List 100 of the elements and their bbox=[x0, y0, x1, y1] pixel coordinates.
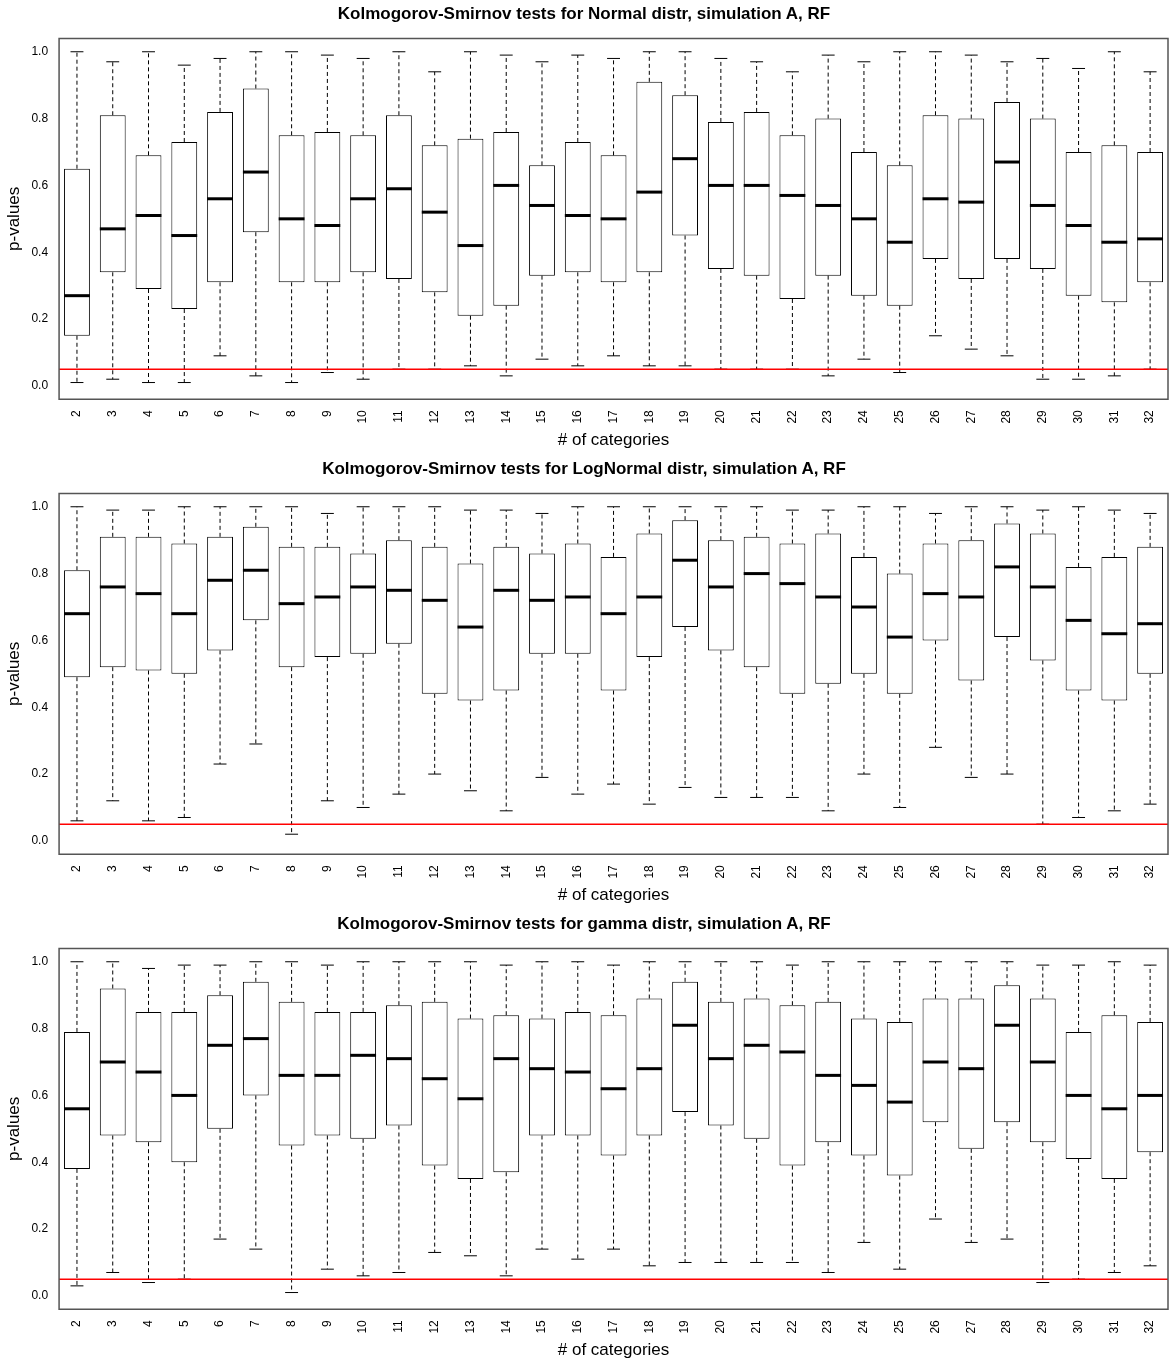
x-tick-label: 25 bbox=[892, 409, 907, 424]
x-tick-label: 16 bbox=[570, 864, 585, 879]
x-tick-label: 7 bbox=[248, 409, 263, 417]
y-tick-label: 0.2 bbox=[31, 1221, 49, 1236]
y-axis-title: p-values bbox=[3, 1096, 23, 1161]
x-tick-label: 5 bbox=[176, 409, 191, 417]
x-tick-label: 16 bbox=[570, 409, 585, 424]
x-tick-label: 10 bbox=[355, 409, 370, 424]
x-tick-label: 20 bbox=[713, 409, 728, 424]
x-tick-label: 6 bbox=[212, 864, 227, 872]
x-tick-label: 2 bbox=[69, 1319, 84, 1327]
x-tick-label: 2 bbox=[69, 864, 84, 872]
y-tick-label: 0.2 bbox=[31, 766, 49, 781]
x-tick-label: 31 bbox=[1106, 864, 1121, 879]
x-tick-label: 4 bbox=[140, 864, 155, 872]
x-axis-title: # of categories bbox=[557, 885, 670, 905]
y-tick-label: 0.0 bbox=[31, 1288, 49, 1303]
x-tick-label: 18 bbox=[641, 409, 656, 424]
y-axis-title: p-values bbox=[3, 641, 23, 706]
y-tick-label: 1.0 bbox=[31, 954, 49, 969]
x-tick-label: 8 bbox=[283, 409, 298, 417]
x-tick-label: 22 bbox=[784, 409, 799, 424]
x-tick-label: 19 bbox=[677, 1319, 692, 1334]
x-tick-label: 27 bbox=[963, 409, 978, 424]
chart-title: Kolmogorov-Smirnov tests for LogNormal distr, simulation A, RF bbox=[322, 458, 846, 478]
x-tick-label: 29 bbox=[1035, 1319, 1050, 1334]
x-tick-label: 20 bbox=[713, 864, 728, 879]
x-tick-label: 24 bbox=[856, 1319, 871, 1334]
x-tick-label: 13 bbox=[462, 864, 477, 879]
x-tick-label: 15 bbox=[534, 409, 549, 424]
x-tick-label: 26 bbox=[927, 409, 942, 424]
x-tick-label: 21 bbox=[748, 409, 763, 424]
x-tick-label: 28 bbox=[999, 409, 1014, 424]
x-tick-label: 20 bbox=[713, 1319, 728, 1334]
y-tick-label: 1.0 bbox=[31, 44, 49, 59]
y-tick-label: 0.8 bbox=[31, 565, 49, 580]
x-tick-label: 28 bbox=[999, 1319, 1014, 1334]
x-tick-label: 30 bbox=[1070, 409, 1085, 424]
x-tick-label: 6 bbox=[212, 1319, 227, 1327]
x-tick-label: 27 bbox=[963, 864, 978, 879]
x-tick-label: 3 bbox=[105, 864, 120, 872]
x-tick-label: 24 bbox=[856, 409, 871, 424]
y-tick-label: 0.6 bbox=[31, 1087, 49, 1102]
x-tick-label: 18 bbox=[641, 864, 656, 879]
x-tick-label: 30 bbox=[1070, 1319, 1085, 1334]
chart-title: Kolmogorov-Smirnov tests for Normal distr, simulation A, RF bbox=[337, 3, 831, 23]
y-tick-label: 0.0 bbox=[31, 378, 49, 393]
x-tick-label: 19 bbox=[677, 409, 692, 424]
x-tick-label: 32 bbox=[1142, 864, 1157, 879]
x-tick-label: 26 bbox=[927, 1319, 942, 1334]
x-tick-label: 10 bbox=[355, 864, 370, 879]
x-tick-label: 11 bbox=[391, 1319, 406, 1333]
x-tick-label: 21 bbox=[748, 1319, 763, 1334]
x-tick-label: 18 bbox=[641, 1319, 656, 1334]
x-tick-label: 15 bbox=[534, 864, 549, 879]
x-tick-label: 11 bbox=[391, 864, 406, 878]
x-tick-label: 12 bbox=[427, 1319, 441, 1334]
x-tick-label: 8 bbox=[283, 1319, 298, 1327]
x-tick-label: 23 bbox=[820, 409, 835, 424]
y-tick-label: 0.0 bbox=[31, 833, 49, 848]
x-tick-label: 15 bbox=[534, 1319, 549, 1334]
x-tick-label: 31 bbox=[1106, 1319, 1121, 1334]
x-tick-label: 16 bbox=[570, 1319, 585, 1334]
chart-title: Kolmogorov-Smirnov tests for gamma distr, simulation A, RF bbox=[337, 913, 831, 933]
x-tick-label: 3 bbox=[105, 409, 120, 417]
y-tick-label: 0.6 bbox=[31, 632, 49, 647]
x-tick-label: 9 bbox=[319, 409, 334, 417]
x-tick-label: 25 bbox=[892, 864, 907, 879]
x-tick-label: 4 bbox=[140, 409, 155, 417]
x-tick-label: 24 bbox=[856, 864, 871, 879]
x-tick-label: 11 bbox=[391, 409, 406, 423]
x-tick-label: 31 bbox=[1106, 409, 1121, 424]
x-tick-label: 7 bbox=[248, 864, 263, 872]
y-tick-label: 0.4 bbox=[31, 699, 49, 714]
x-tick-label: 19 bbox=[677, 864, 692, 879]
x-tick-label: 7 bbox=[248, 1319, 263, 1327]
x-tick-label: 17 bbox=[605, 864, 620, 879]
x-tick-label: 17 bbox=[605, 1319, 620, 1334]
x-tick-label: 27 bbox=[963, 1319, 978, 1334]
y-axis-title: p-values bbox=[3, 186, 23, 251]
x-tick-label: 9 bbox=[319, 1319, 334, 1327]
y-tick-label: 0.2 bbox=[31, 311, 49, 326]
x-tick-label: 8 bbox=[283, 864, 298, 872]
x-tick-label: 2 bbox=[69, 409, 84, 417]
x-tick-label: 5 bbox=[176, 1319, 191, 1327]
x-tick-label: 22 bbox=[784, 1319, 799, 1334]
x-tick-label: 23 bbox=[820, 864, 835, 879]
x-tick-label: 22 bbox=[784, 864, 799, 879]
x-tick-label: 29 bbox=[1035, 409, 1050, 424]
x-tick-label: 13 bbox=[462, 409, 477, 424]
x-axis-title: # of categories bbox=[557, 1340, 670, 1360]
x-tick-label: 12 bbox=[427, 409, 441, 424]
x-tick-label: 26 bbox=[927, 864, 942, 879]
y-tick-label: 0.8 bbox=[31, 1020, 49, 1035]
x-tick-label: 10 bbox=[355, 1319, 370, 1334]
x-tick-label: 32 bbox=[1142, 1319, 1157, 1334]
y-tick-label: 0.8 bbox=[31, 110, 49, 125]
x-tick-label: 32 bbox=[1142, 409, 1157, 424]
x-tick-label: 21 bbox=[748, 864, 763, 879]
x-tick-label: 6 bbox=[212, 409, 227, 417]
